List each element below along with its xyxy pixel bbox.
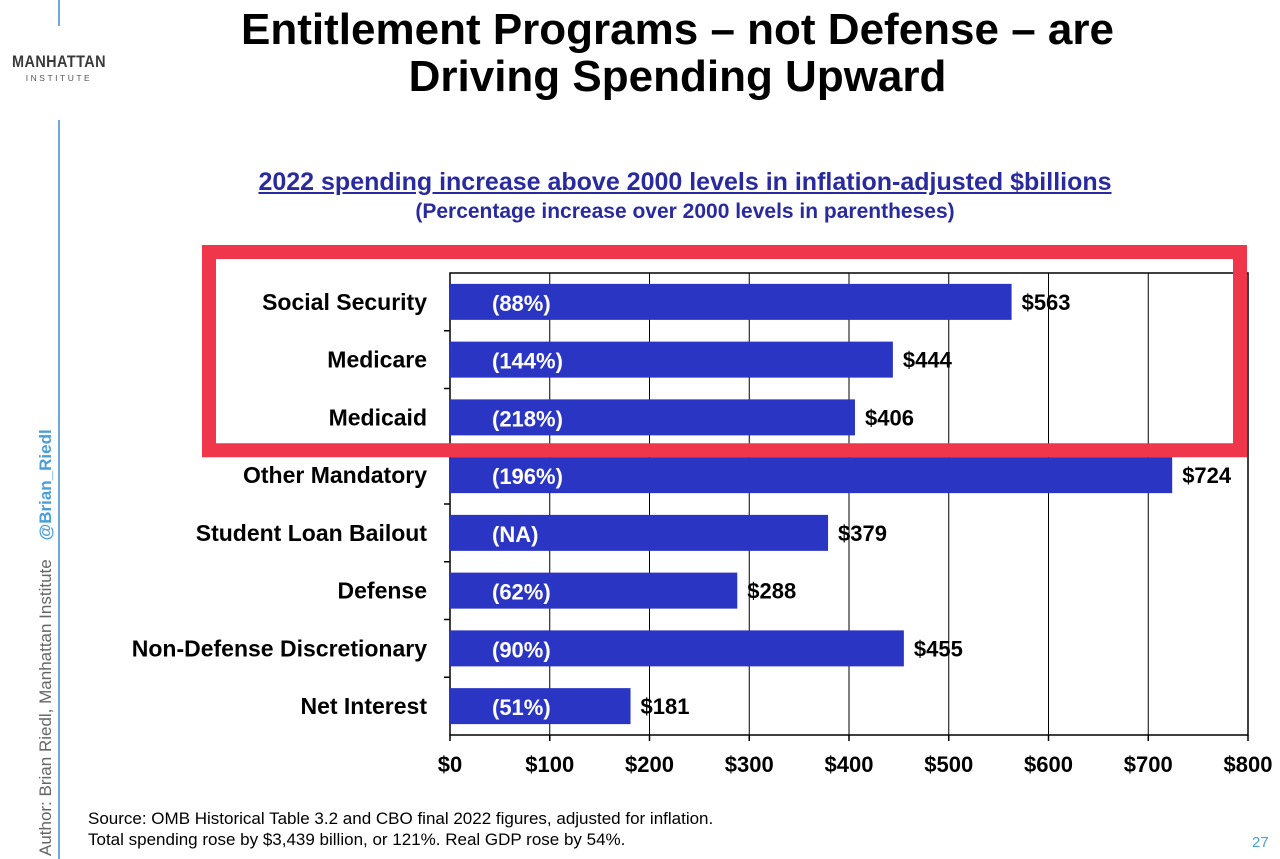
value-label: $455 xyxy=(914,636,963,661)
x-tick-label: $300 xyxy=(725,752,774,777)
category-label: Medicaid xyxy=(329,404,427,430)
slide-title: Entitlement Programs – not Defense – are… xyxy=(120,6,1235,100)
source-line-1: Source: OMB Historical Table 3.2 and CBO… xyxy=(88,809,714,828)
bar xyxy=(450,688,631,725)
percent-label: (90%) xyxy=(492,637,551,662)
category-label: Medicare xyxy=(327,347,427,373)
source-line-2: Total spending rose by $3,439 billion, o… xyxy=(88,830,626,849)
logo-sub-text: INSTITUTE xyxy=(25,73,93,83)
bar xyxy=(450,283,1012,320)
percent-label: (51%) xyxy=(492,695,551,720)
x-tick-label: $0 xyxy=(438,752,462,777)
percent-label: (196%) xyxy=(492,464,563,489)
category-label: Defense xyxy=(338,578,427,604)
bar xyxy=(450,341,893,378)
value-label: $444 xyxy=(903,348,953,373)
x-tick-label: $500 xyxy=(924,752,973,777)
x-tick-label: $400 xyxy=(825,752,874,777)
sidebar-accent-line-top xyxy=(58,0,60,26)
bar xyxy=(450,514,829,551)
percent-label: (144%) xyxy=(492,349,563,374)
x-tick-label: $100 xyxy=(525,752,574,777)
slide-title-line1: Entitlement Programs – not Defense – are xyxy=(241,5,1114,54)
manhattan-institute-logo: MANHATTAN INSTITUTE xyxy=(0,52,118,83)
value-label: $181 xyxy=(641,694,690,719)
category-label: Non-Defense Discretionary xyxy=(132,635,427,661)
slide-title-line2: Driving Spending Upward xyxy=(408,52,947,101)
x-tick-label: $700 xyxy=(1124,752,1173,777)
x-tick-label: $800 xyxy=(1224,752,1273,777)
percent-label: (NA) xyxy=(492,522,538,547)
value-label: $563 xyxy=(1022,290,1071,315)
highlight-box xyxy=(202,245,1247,458)
percent-label: (88%) xyxy=(492,291,551,316)
bar xyxy=(450,399,855,436)
category-label: Net Interest xyxy=(300,693,427,719)
value-label: $379 xyxy=(838,521,887,546)
category-label: Student Loan Bailout xyxy=(196,520,428,546)
category-label: Other Mandatory xyxy=(243,462,427,488)
percent-label: (218%) xyxy=(492,406,563,431)
value-label: $288 xyxy=(747,579,796,604)
x-tick-label: $200 xyxy=(625,752,674,777)
value-label: $406 xyxy=(865,405,914,430)
chart-title: 2022 spending increase above 2000 levels… xyxy=(258,168,1112,196)
bar xyxy=(450,630,904,667)
bar xyxy=(450,572,738,609)
percent-label: (62%) xyxy=(492,580,551,605)
x-tick-label: $600 xyxy=(1024,752,1073,777)
chart-subtitle: (Percentage increase over 2000 levels in… xyxy=(415,200,955,223)
bar xyxy=(450,457,1173,494)
logo-main-text: MANHATTAN xyxy=(11,52,106,71)
value-label: $724 xyxy=(1182,463,1232,488)
sidebar-accent-line xyxy=(58,120,60,859)
source-note: Source: OMB Historical Table 3.2 and CBO… xyxy=(88,808,713,850)
page-number: 27 xyxy=(1252,834,1269,851)
category-label: Social Security xyxy=(262,289,427,315)
